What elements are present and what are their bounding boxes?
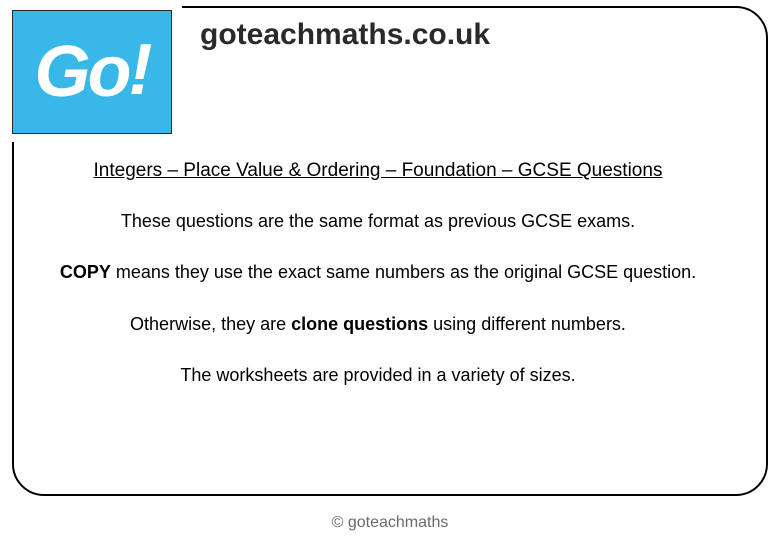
footer-copyright: © goteachmaths [0,514,780,532]
site-title: goteachmaths.co.uk [200,18,490,52]
intro-line-1: These questions are the same format as p… [24,210,732,233]
content-area: Integers – Place Value & Ordering – Foun… [24,160,732,416]
line3-prefix: Otherwise, they are [130,314,291,334]
go-logo: Go! [12,10,172,134]
intro-line-3: Otherwise, they are clone questions usin… [24,313,732,336]
logo-container: Go! [2,2,182,142]
intro-line-4: The worksheets are provided in a variety… [24,364,732,387]
logo-exclaim: ! [129,29,150,111]
line3-suffix: using different numbers. [428,314,626,334]
clone-label: clone questions [291,314,428,334]
page-heading: Integers – Place Value & Ordering – Foun… [24,160,732,182]
logo-go: Go [35,32,129,112]
intro-line-2: COPY means they use the exact same numbe… [24,261,732,284]
logo-text: Go! [35,31,150,113]
copy-label: COPY [60,262,111,282]
line2-rest: means they use the exact same numbers as… [111,262,696,282]
